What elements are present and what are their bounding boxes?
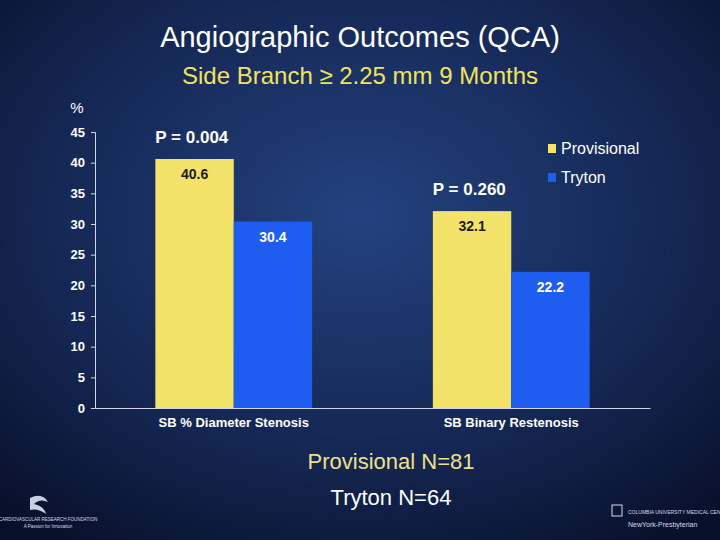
y-tick-mark: [91, 316, 95, 317]
data-label: 22.2: [537, 279, 564, 295]
p-value: P = 0.260: [433, 180, 506, 199]
y-tick: 0: [78, 401, 95, 416]
y-axis-title: %: [70, 99, 83, 116]
logo-mark: [612, 505, 622, 516]
y-tick: 45: [71, 125, 95, 140]
y-tick: 40: [71, 155, 95, 170]
y-tick: 25: [71, 247, 95, 262]
bar: [155, 159, 233, 408]
footnote: Provisional N=81: [308, 449, 475, 474]
y-tick-label: 15: [71, 309, 85, 324]
y-tick-mark: [91, 193, 95, 194]
y-tick-label: 0: [78, 401, 85, 416]
y-tick-mark: [91, 224, 95, 225]
y-tick: 15: [71, 309, 95, 324]
y-tick-mark: [91, 347, 95, 348]
logo-text: NewYork-Presbyterian: [628, 521, 697, 529]
legend-label: Provisional: [561, 140, 639, 157]
y-tick-label: 35: [71, 186, 85, 201]
data-label: 40.6: [181, 166, 208, 182]
x-tick: SB % Diameter Stenosis: [159, 415, 309, 430]
legend-label: Tryton: [561, 169, 606, 186]
chart-svg: Angiographic Outcomes (QCA) Side Branch ≥…: [0, 0, 720, 540]
bar: [234, 222, 312, 408]
x-tick: SB Binary Restenosis: [444, 415, 579, 430]
data-labels: 40.6 32.1 30.4 22.2: [181, 166, 564, 295]
subtitle: Side Branch ≥ 2.25 mm 9 Months: [182, 62, 538, 89]
legend-swatch: [548, 173, 556, 182]
y-axis-line: [91, 133, 96, 409]
x-axis: SB % Diameter Stenosis SB Binary Restenos…: [96, 409, 651, 431]
x-tick-label: SB % Diameter Stenosis: [159, 415, 309, 430]
y-tick-label: 40: [71, 155, 85, 170]
y-tick-label: 30: [71, 217, 85, 232]
y-tick: 20: [71, 278, 95, 293]
y-tick-label: 45: [71, 125, 85, 140]
bar: [433, 211, 511, 408]
y-tick-label: 25: [71, 247, 85, 262]
y-tick: 5: [78, 370, 95, 385]
y-tick-label: 10: [71, 339, 85, 354]
y-axis: 0 5 10 15 20 25 30 35 40 45: [71, 125, 96, 416]
x-tick-label: SB Binary Restenosis: [444, 415, 579, 430]
data-label: 30.4: [259, 229, 286, 245]
background: [0, 0, 720, 540]
bars: [155, 159, 589, 408]
y-tick-label: 20: [71, 278, 85, 293]
footnote: Tryton N=64: [331, 485, 452, 510]
legend-item: Tryton: [548, 169, 606, 186]
bar: [511, 272, 589, 408]
title: Angiographic Outcomes (QCA): [160, 21, 560, 53]
y-tick-label: 5: [78, 370, 85, 385]
x-axis-line: [96, 408, 651, 409]
y-tick-mark: [91, 285, 95, 286]
y-tick-mark: [91, 408, 95, 409]
data-label: 32.1: [458, 218, 485, 234]
y-tick: 35: [71, 186, 95, 201]
y-tick-mark: [91, 255, 95, 256]
y-tick: 10: [71, 339, 95, 354]
y-tick-mark: [91, 377, 95, 378]
logo-text: A Passion for Innovation: [24, 524, 73, 529]
y-tick-mark: [91, 163, 95, 164]
logo-mark: [30, 496, 48, 514]
legend-swatch: [548, 144, 556, 153]
y-tick-mark: [91, 132, 95, 133]
p-value: P = 0.004: [155, 128, 228, 147]
logo-text: CARDIOVASCULAR RESEARCH FOUNDATION: [0, 517, 97, 522]
logos: CARDIOVASCULAR RESEARCH FOUNDATION A Pass…: [0, 496, 720, 529]
legend-item: Provisional: [548, 140, 639, 157]
legend: Provisional Tryton: [548, 140, 639, 186]
y-tick: 30: [71, 217, 95, 232]
logo-text: COLUMBIA UNIVERSITY MEDICAL CENTER: [628, 509, 720, 515]
